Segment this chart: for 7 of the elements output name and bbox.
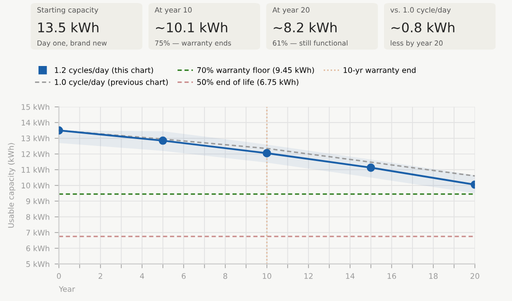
text: 13.5 kWh — [38, 22, 98, 32]
point — [366, 163, 376, 172]
text: ~8.2 kWh — [274, 22, 337, 32]
text: ~0.8 kWh — [392, 22, 454, 32]
point — [158, 136, 168, 145]
text: ~10.1 kWh — [156, 22, 228, 32]
point — [262, 149, 272, 158]
